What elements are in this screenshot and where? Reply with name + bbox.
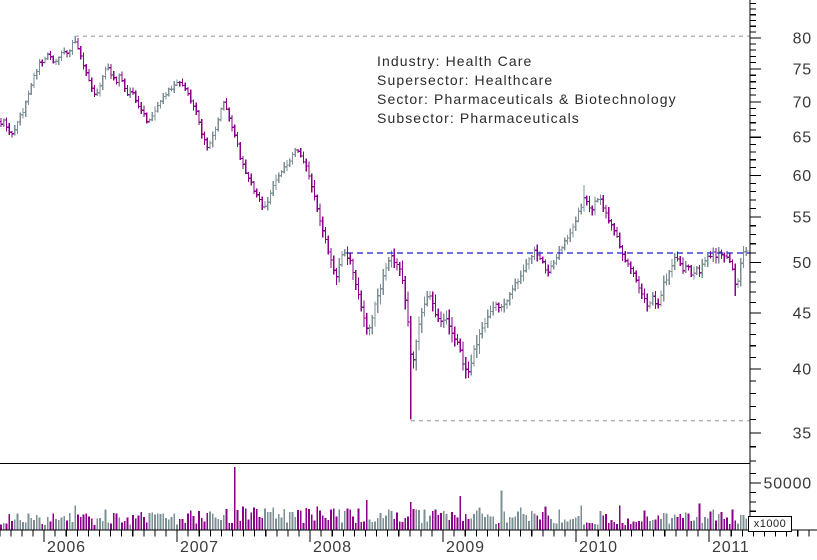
industry-line: Industry: Health Care <box>377 53 533 69</box>
year-label: 2010 <box>579 539 618 556</box>
year-label: 2007 <box>180 539 219 556</box>
price-tick-label: 75 <box>793 61 812 78</box>
price-tick-label: 55 <box>793 210 812 227</box>
volume-unit-badge: x1000 <box>748 516 792 532</box>
ohlc-bars-down <box>0 38 738 420</box>
volume-bars <box>0 467 748 530</box>
year-label: 2006 <box>47 539 86 556</box>
axes <box>0 0 817 542</box>
volume-bars-up <box>2 490 748 530</box>
sector-line: Sector: Pharmaceuticals & Biotechnology <box>377 91 677 107</box>
price-tick-label: 50 <box>793 255 812 272</box>
price-tick-label: 60 <box>793 168 812 185</box>
ohlc-bars <box>0 36 749 420</box>
price-tick-label: 80 <box>793 31 812 48</box>
volume-unit-label: x1000 <box>753 518 787 530</box>
year-label: 2009 <box>446 539 485 556</box>
price-tick-label: 65 <box>793 130 812 147</box>
instrument-classification: Industry: Health Care Supersector: Healt… <box>377 52 677 128</box>
price-tick-label: 45 <box>793 305 812 322</box>
supersector-line: Supersector: Healthcare <box>377 72 554 88</box>
volume-tick-label: 50000 <box>764 476 813 493</box>
volume-bars-down <box>0 467 737 530</box>
price-tick-label: 40 <box>793 362 812 379</box>
subsector-line: Subsector: Pharmaceuticals <box>377 110 580 126</box>
year-label: 2008 <box>313 539 352 556</box>
ohlc-bars-up <box>1 36 749 376</box>
price-tick-label: 70 <box>793 94 812 111</box>
year-label: 2011 <box>712 539 750 556</box>
price-tick-label: 35 <box>793 425 812 442</box>
